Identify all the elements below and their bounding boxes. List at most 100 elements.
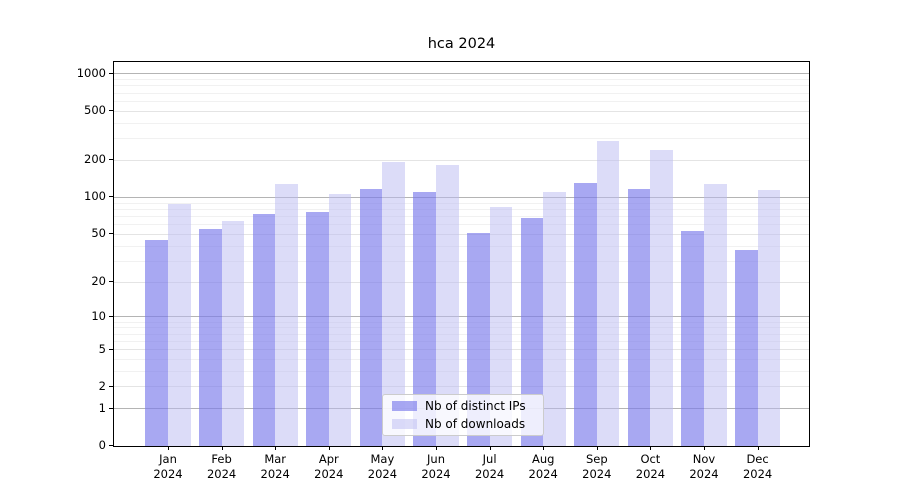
minor-gridline <box>114 321 809 323</box>
x-tick-label: Feb 2024 <box>206 452 237 481</box>
y-tick-mark <box>109 407 113 409</box>
bar-downloads-aug-2024 <box>543 192 566 446</box>
gridline <box>114 386 809 388</box>
bar-ips-dec-2024 <box>734 250 758 446</box>
bar-downloads-nov-2024 <box>704 184 727 446</box>
gridline <box>114 159 809 161</box>
x-tick-mark <box>489 446 491 450</box>
legend-swatch-downloads-icon <box>392 419 417 429</box>
y-tick-mark <box>109 281 113 283</box>
minor-gridline <box>114 100 809 102</box>
x-tick-label: Mar 2024 <box>260 452 290 481</box>
x-tick-mark <box>382 446 384 450</box>
y-tick-label: 20 <box>91 274 106 289</box>
x-tick-mark <box>757 446 759 450</box>
bar-downloads-may-2024 <box>382 162 406 446</box>
x-tick-label: Oct 2024 <box>635 452 666 481</box>
legend-item-distinct-ips: Nb of distinct IPs <box>383 399 543 413</box>
y-tick-label: 2 <box>98 378 106 393</box>
x-tick-label: Aug 2024 <box>528 452 558 481</box>
y-tick-mark <box>109 315 113 317</box>
minor-gridline <box>114 85 809 87</box>
gridline <box>114 281 809 283</box>
y-tick-mark <box>109 72 113 74</box>
legend-item-downloads: Nb of downloads <box>383 417 543 431</box>
bar-ips-oct-2024 <box>627 189 651 446</box>
bar-ips-feb-2024 <box>198 229 222 446</box>
minor-gridline <box>114 224 809 226</box>
bar-ips-mar-2024 <box>252 213 276 446</box>
x-tick-mark <box>596 446 598 450</box>
x-tick-label: Sep 2024 <box>582 452 612 481</box>
minor-gridline <box>114 138 809 140</box>
bar-downloads-jun-2024 <box>436 165 459 446</box>
y-tick-label: 5 <box>98 341 106 356</box>
x-tick-label: May 2024 <box>367 452 398 481</box>
x-tick-mark <box>221 446 223 450</box>
x-tick-mark <box>436 446 437 450</box>
bar-ips-jan-2024 <box>145 239 168 446</box>
x-tick-label: Jun 2024 <box>421 452 451 481</box>
bar-ips-jun-2024 <box>413 192 436 446</box>
y-tick-label: 500 <box>84 103 106 118</box>
plot-area <box>113 61 810 447</box>
major-gridline <box>114 196 809 198</box>
bar-downloads-mar-2024 <box>275 184 298 446</box>
y-tick-label: 0 <box>98 438 106 452</box>
bar-downloads-oct-2024 <box>650 149 674 446</box>
minor-gridline <box>114 92 809 94</box>
y-tick-mark <box>109 385 113 387</box>
bar-downloads-feb-2024 <box>221 221 245 446</box>
x-tick-mark <box>650 446 652 450</box>
y-tick-mark <box>109 348 113 350</box>
gridline <box>114 349 809 350</box>
minor-gridline <box>114 358 809 360</box>
y-tick-mark <box>109 196 113 198</box>
y-tick-label: 50 <box>91 226 106 241</box>
bar-ips-aug-2024 <box>520 217 544 446</box>
x-tick-mark <box>275 446 277 450</box>
chart-title: hca 2024 <box>427 36 496 52</box>
y-tick-mark <box>109 159 113 161</box>
bar-downloads-jul-2024 <box>489 206 513 446</box>
x-tick-label: Dec 2024 <box>742 452 773 481</box>
y-tick-mark <box>109 233 113 235</box>
minor-gridline <box>114 260 809 262</box>
minor-gridline <box>114 208 809 210</box>
bar-ips-apr-2024 <box>306 212 329 446</box>
bar-ips-may-2024 <box>359 188 383 446</box>
y-tick-mark <box>109 445 113 446</box>
minor-gridline <box>114 327 809 329</box>
x-tick-label: Jan 2024 <box>153 452 183 481</box>
minor-gridline <box>114 333 809 335</box>
y-tick-label: 1000 <box>76 65 106 80</box>
bar-ips-jul-2024 <box>466 233 490 446</box>
legend-label-ips: Nb of distinct IPs <box>425 399 526 413</box>
y-tick-label: 200 <box>84 152 106 167</box>
gridline <box>114 233 809 235</box>
x-tick-mark <box>704 446 705 450</box>
minor-gridline <box>114 122 809 124</box>
legend: Nb of distinct IPs Nb of downloads <box>382 394 544 436</box>
minor-gridline <box>114 202 809 204</box>
x-tick-mark <box>168 446 169 450</box>
minor-gridline <box>114 79 809 81</box>
y-tick-label: 1 <box>98 400 106 415</box>
y-tick-mark <box>109 110 113 112</box>
x-tick-label: Nov 2024 <box>689 452 719 481</box>
x-tick-label: Apr 2024 <box>314 452 344 481</box>
x-tick-label: Jul 2024 <box>474 452 505 481</box>
bar-downloads-jan-2024 <box>168 203 191 446</box>
y-tick-label: 10 <box>91 308 106 323</box>
major-gridline <box>114 316 809 318</box>
legend-swatch-ips-icon <box>392 401 417 411</box>
x-tick-mark <box>543 446 545 450</box>
legend-label-downloads: Nb of downloads <box>425 417 526 431</box>
bar-ips-sep-2024 <box>574 183 597 446</box>
bar-downloads-apr-2024 <box>328 194 352 446</box>
bar-ips-nov-2024 <box>681 231 704 446</box>
minor-gridline <box>114 340 809 342</box>
minor-gridline <box>114 215 809 217</box>
minor-gridline <box>114 245 809 247</box>
